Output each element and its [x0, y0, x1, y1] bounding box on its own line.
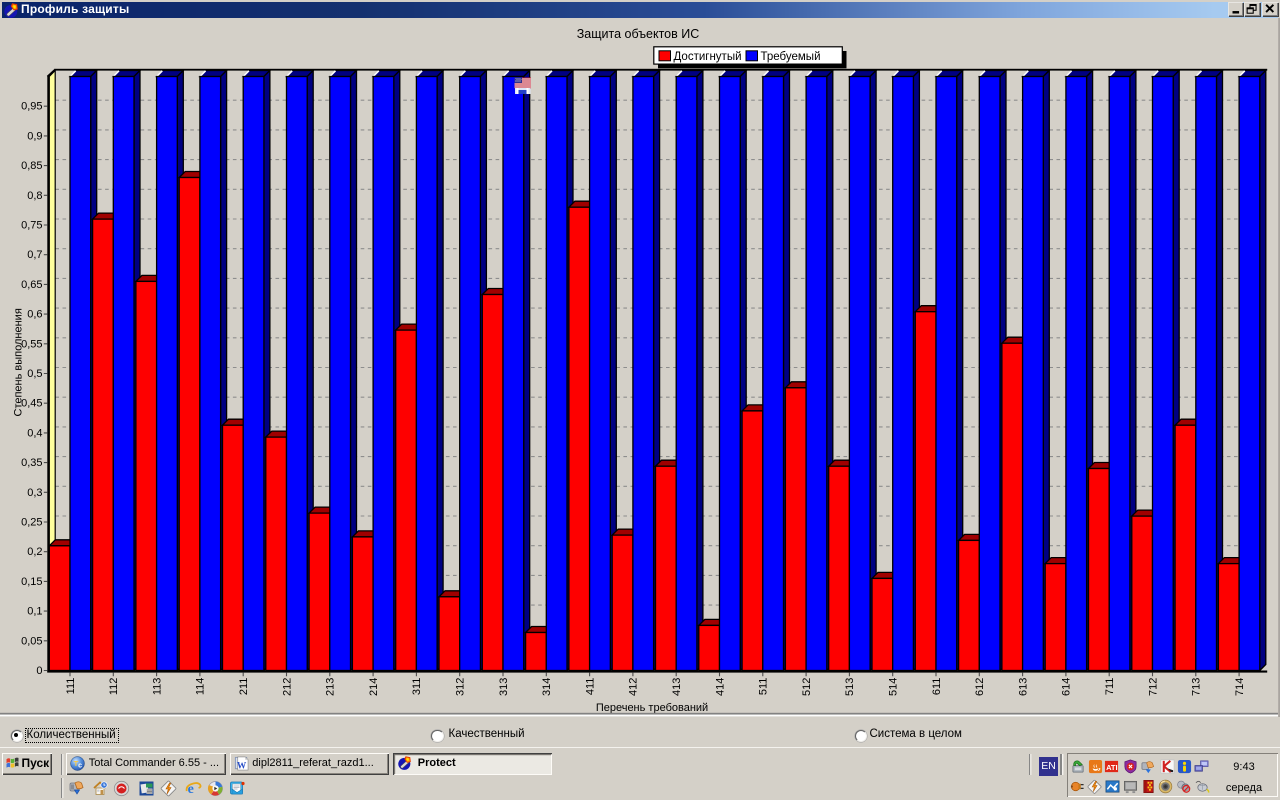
svg-text:213: 213 [325, 678, 337, 696]
svg-text:0,15: 0,15 [21, 576, 42, 588]
svg-text:211: 211 [238, 678, 250, 696]
svg-text:712: 712 [1147, 678, 1159, 696]
svg-text:711: 711 [1104, 678, 1116, 696]
svg-text:612: 612 [974, 678, 986, 696]
svg-text:ATI: ATI [1106, 763, 1118, 772]
svg-text:T: T [73, 759, 78, 768]
svg-text:414: 414 [714, 678, 726, 696]
svg-text:214: 214 [368, 678, 380, 696]
svg-text:0,05: 0,05 [21, 635, 42, 647]
svg-text:412: 412 [628, 678, 640, 696]
svg-text:113: 113 [151, 678, 163, 696]
svg-text:0,95: 0,95 [21, 101, 42, 113]
svg-text:0,5: 0,5 [27, 368, 42, 380]
svg-text:0,45: 0,45 [21, 398, 42, 410]
svg-text:311: 311 [411, 678, 423, 696]
svg-text:114: 114 [195, 678, 207, 696]
svg-text:0,1: 0,1 [27, 606, 42, 618]
svg-text:0,85: 0,85 [21, 160, 42, 172]
svg-text:111: 111 [65, 678, 77, 695]
svg-text:314: 314 [541, 678, 553, 696]
svg-text:313: 313 [498, 678, 510, 696]
svg-text:0,65: 0,65 [21, 279, 42, 291]
svg-text:312: 312 [455, 678, 467, 696]
svg-text:713: 713 [1191, 678, 1203, 696]
svg-text:0,2: 0,2 [27, 546, 42, 558]
svg-text:0,8: 0,8 [27, 190, 42, 202]
svg-text:611: 611 [931, 678, 943, 696]
svg-text:0,35: 0,35 [21, 457, 42, 469]
svg-text:W: W [237, 761, 247, 770]
svg-text:Степень выполнения: Степень выполнения [13, 308, 25, 416]
svg-text:c: c [78, 762, 82, 769]
svg-text:0,3: 0,3 [27, 487, 42, 499]
svg-text:0,4: 0,4 [27, 427, 42, 439]
svg-text:0,7: 0,7 [27, 249, 42, 261]
svg-text:614: 614 [1061, 678, 1073, 696]
svg-text:413: 413 [671, 678, 683, 696]
svg-text:0,9: 0,9 [27, 130, 42, 142]
svg-text:514: 514 [888, 678, 900, 696]
svg-text:512: 512 [801, 678, 813, 696]
svg-text:Достигнутый: Достигнутый [674, 51, 742, 63]
svg-text:e: e [187, 782, 193, 797]
svg-text:513: 513 [844, 678, 856, 696]
svg-text:411: 411 [584, 678, 596, 696]
svg-text:0,55: 0,55 [21, 338, 42, 350]
svg-text:0: 0 [36, 665, 42, 677]
svg-text:0,6: 0,6 [27, 309, 42, 321]
svg-text:0,25: 0,25 [21, 517, 42, 529]
svg-text:212: 212 [281, 678, 293, 696]
svg-text:Перечень требований: Перечень требований [596, 702, 708, 714]
svg-text:112: 112 [108, 678, 120, 696]
svg-text:0,75: 0,75 [21, 220, 42, 232]
svg-text:714: 714 [1234, 678, 1246, 696]
svg-text:613: 613 [1017, 678, 1029, 696]
svg-text:Защита объектов ИС: Защита объектов ИС [577, 27, 700, 41]
svg-text:511: 511 [758, 678, 770, 696]
svg-text:Требуемый: Требуемый [761, 51, 821, 63]
